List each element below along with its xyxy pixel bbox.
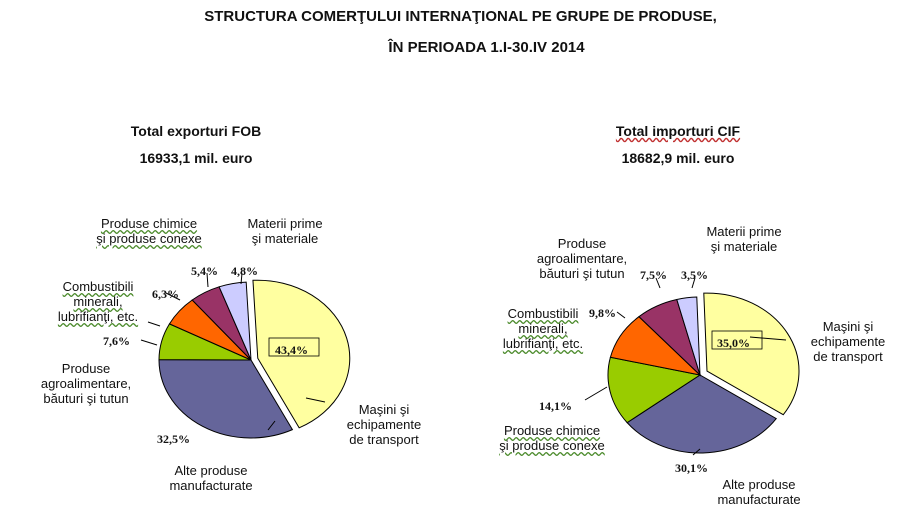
export-pct-materii: 4,8% — [231, 264, 258, 278]
import-title: Total importuri CIF — [528, 123, 828, 139]
import-category-line: de transport — [813, 349, 883, 364]
export-category-line: Maşini şi — [358, 402, 410, 417]
export-slice-materii — [218, 281, 252, 361]
chart-title-line2: ÎN PERIOADA 1.I-30.IV 2014 — [388, 39, 585, 56]
export-slice-alte — [158, 359, 294, 439]
export-category-line: Combustibili — [62, 279, 134, 294]
import-category-line: manufacturate — [717, 492, 801, 507]
import-slice-alte — [626, 374, 778, 454]
leader-line — [140, 339, 158, 346]
export-pct-alte: 32,5% — [157, 432, 190, 446]
import-category-line: minerali, — [518, 321, 568, 336]
import-pie — [607, 292, 800, 454]
import-pct-agro: 7,5% — [640, 268, 667, 282]
export-category-line: agroalimentare, — [40, 376, 132, 391]
import-category-line: Produse chimice — [503, 423, 601, 438]
import-pct-chimice: 14,1% — [539, 399, 572, 413]
export-category-line: şi produse conexe — [96, 231, 202, 246]
import-category-line: echipamente — [810, 334, 886, 349]
import-category-line: Materii prime — [706, 224, 782, 239]
import-category-line: Produse — [557, 236, 607, 251]
export-pct-chimice: 5,4% — [191, 264, 218, 278]
leader-line — [584, 386, 608, 401]
import-slice-materii — [676, 296, 701, 376]
export-category-materii: Materii prime şi materiale — [247, 216, 322, 246]
leader-line — [267, 420, 276, 431]
export-category-line: Produse — [61, 361, 111, 376]
export-category-line: manufacturate — [169, 478, 253, 493]
label-frame — [711, 330, 763, 350]
leader-line — [616, 311, 626, 319]
export-category-masini: Maşini şi echipamente de transport — [347, 402, 421, 447]
leader-line — [206, 272, 209, 288]
import-category-line: Alte produse — [722, 477, 796, 492]
import-category-line: şi materiale — [710, 239, 778, 254]
leader-line — [147, 321, 161, 327]
import-slice-chimice — [607, 356, 702, 424]
export-category-alte: Alte produse manufacturate — [169, 463, 252, 493]
import-category-masini: Maşini şi echipamente de transport — [811, 319, 885, 364]
export-category-line: băuturi şi tutun — [43, 391, 129, 406]
export-slice-masini — [252, 279, 351, 429]
import-pct-combustibili: 9,8% — [589, 306, 616, 320]
import-category-line: Combustibili — [507, 306, 579, 321]
import-category-alte: Alte produse manufacturate — [717, 477, 800, 507]
export-pie — [158, 279, 351, 439]
import-category-line: Maşini şi — [822, 319, 874, 334]
export-category-agro: Produse agroalimentare, băuturi şi tutun — [41, 361, 131, 406]
import-title-text: Total importuri CIF — [615, 123, 741, 139]
export-pct-combustibili: 6,3% — [152, 287, 179, 301]
import-category-line: băuturi şi tutun — [539, 266, 625, 281]
export-category-line: Materii prime — [247, 216, 323, 231]
export-subtitle: 16933,1 mil. euro — [139, 150, 253, 166]
export-category-line: de transport — [349, 432, 419, 447]
import-category-materii: Materii prime şi materiale — [706, 224, 781, 254]
export-category-line: şi materiale — [251, 231, 319, 246]
leader-line — [691, 277, 696, 289]
export-category-chimice: Produse chimice şi produse conexe — [96, 216, 202, 246]
export-category-line: Alte produse — [174, 463, 248, 478]
leader-line — [240, 272, 243, 285]
export-category-line: lubrifianţi, etc. — [57, 309, 139, 324]
export-pct-masini: 43,4% — [275, 343, 308, 357]
import-category-chimice: Produse chimice şi produse conexe — [499, 423, 605, 453]
leader-line — [305, 397, 326, 403]
leader-line — [165, 292, 181, 301]
export-title: Total exporturi FOB — [130, 123, 262, 139]
chart-title-line1: STRUCTURA COMERŢULUI INTERNAŢIONAL PE GR… — [204, 8, 717, 25]
import-category-line: şi produse conexe — [499, 438, 605, 453]
leader-line — [692, 448, 701, 456]
import-slice-masini — [703, 292, 800, 416]
export-pct-agro: 7,6% — [103, 334, 130, 348]
import-category-agro: Produse agroalimentare, băuturi şi tutun — [537, 236, 627, 281]
export-category-line: minerali, — [73, 294, 123, 309]
import-category-line: agroalimentare, — [536, 251, 628, 266]
import-category-combustibili: Combustibili minerali, lubrifianţi, etc. — [503, 306, 583, 351]
export-category-combustibili: Combustibili minerali, lubrifianţi, etc. — [58, 279, 138, 324]
import-pct-masini: 35,0% — [717, 336, 750, 350]
label-frame — [268, 337, 320, 357]
import-pct-materii: 3,5% — [681, 268, 708, 282]
export-category-line: echipamente — [346, 417, 422, 432]
import-subtitle: 18682,9 mil. euro — [621, 150, 735, 166]
leader-line — [749, 336, 787, 341]
import-category-line: lubrifianţi, etc. — [502, 336, 584, 351]
import-pct-alte: 30,1% — [675, 461, 708, 475]
leader-line — [655, 277, 661, 289]
export-category-line: Produse chimice — [100, 216, 198, 231]
